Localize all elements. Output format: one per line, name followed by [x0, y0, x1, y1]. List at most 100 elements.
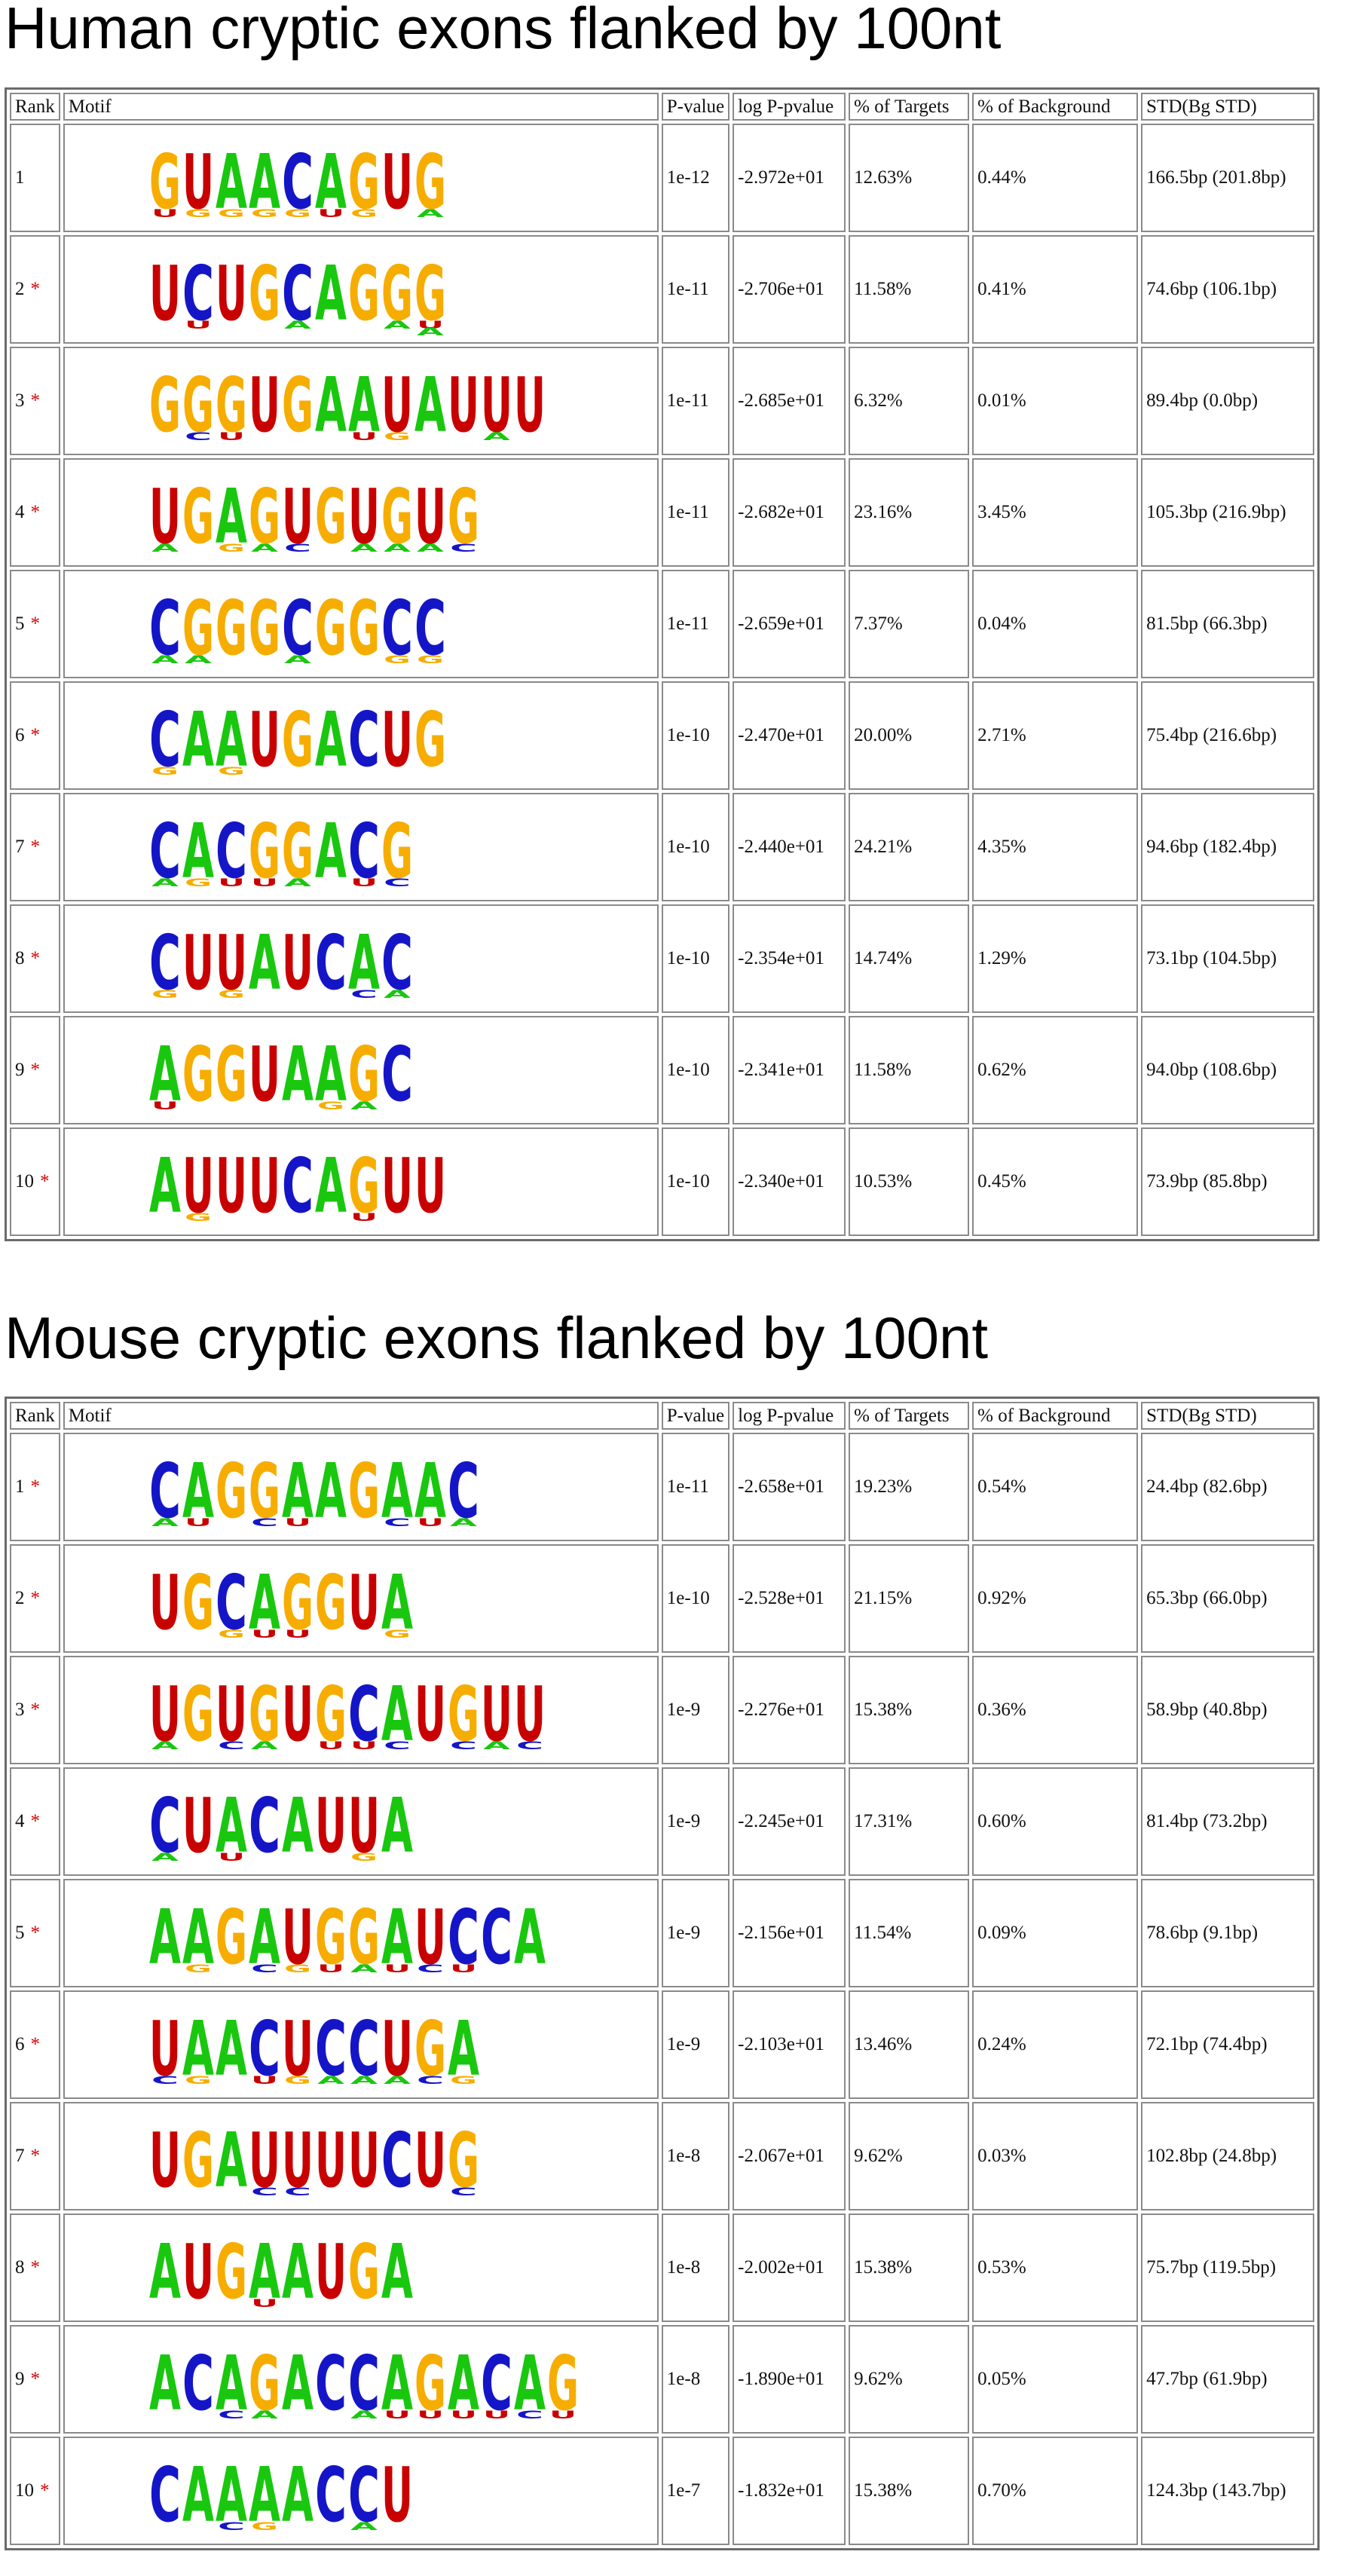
column-header: STD(Bg STD) — [1141, 1402, 1315, 1430]
significance-star: * — [30, 948, 41, 968]
significance-star: * — [40, 2480, 50, 2501]
motif-position: G — [414, 696, 446, 784]
background-percent-cell: 0.54% — [972, 1433, 1139, 1541]
motif-letter: A — [249, 2451, 280, 2539]
column-header: % of Background — [972, 1402, 1139, 1430]
motif-position: CU — [216, 807, 247, 895]
motif-position: G — [216, 1030, 247, 1118]
motif-position: GU — [315, 1670, 347, 1758]
motif-letter: A — [315, 361, 347, 449]
motif-letter: A — [182, 1447, 214, 1535]
significance-star: * — [30, 1476, 41, 1497]
table-row: 4 * C A U A U C A U U G A 1e-9 -2.245e+01 17.31% 0.60% 81… — [10, 1767, 1315, 1876]
motif-letter: U — [182, 919, 214, 1007]
motif-position: AC — [381, 1447, 413, 1535]
motif-position: C — [149, 2451, 181, 2539]
motif-minor-letter: G — [350, 1852, 378, 1864]
background-percent-cell: 2.71% — [972, 681, 1139, 790]
motif-minor-letter: C — [251, 1963, 278, 1975]
motif-minor-letter: U — [450, 2409, 477, 2422]
table-row: 1 G U U G A G A G C G A U G G U G A 1e-12 -2.972e+01 12.63% 0… — [10, 124, 1315, 232]
motif-letter: U — [282, 473, 314, 561]
std-cell: 65.3bp (66.0bp) — [1141, 1544, 1315, 1653]
motif-position: A — [282, 2228, 314, 2316]
motif-logo: U CU U G CA A G GA GUA — [149, 249, 446, 338]
p-value-cell: 1e-12 — [661, 124, 730, 232]
motif-letter: G — [182, 584, 214, 672]
motif-position: UC — [514, 1670, 546, 1758]
motif-position: CG — [414, 584, 446, 672]
motif-position: UG — [182, 138, 214, 226]
motif-position: GC — [249, 1447, 280, 1535]
motif-letter: G — [282, 696, 314, 784]
motif-position: AU — [315, 138, 347, 226]
significance-star: * — [30, 2146, 41, 2166]
motif-position: AC — [514, 2339, 546, 2428]
motif-position: G — [182, 1670, 214, 1758]
motif-position: CU — [448, 1893, 479, 1981]
motif-minor-letter: G — [218, 766, 245, 778]
background-percent-cell: 0.45% — [972, 1127, 1139, 1236]
motif-position: UC — [149, 2005, 181, 2093]
motif-letter: A — [216, 1782, 247, 1870]
table-row: 6 * U C A G A C U U G C A C A U A G C A G 1e-9 -2.103e+01 13.46… — [10, 1990, 1315, 2099]
motif-letter: C — [348, 1670, 380, 1758]
motif-position: U — [381, 2451, 413, 2539]
log-p-value-cell: -2.341e+01 — [733, 1016, 846, 1124]
motif-letter: A — [216, 696, 247, 784]
targets-percent-cell: 10.53% — [849, 1127, 970, 1236]
motif-letter: G — [381, 249, 413, 338]
motif-position: U — [348, 2116, 380, 2204]
motif-position: U — [514, 361, 546, 449]
motif-position: CG — [282, 138, 314, 226]
motif-position: CU — [348, 807, 380, 895]
motif-position: GC — [448, 1670, 479, 1758]
motif-position: CA — [348, 2451, 380, 2539]
motif-letter: C — [282, 584, 314, 672]
motif-letter: C — [381, 2116, 413, 2204]
motif-position: A — [414, 361, 446, 449]
motif-letter: A — [348, 361, 380, 449]
motif-position: U — [182, 919, 214, 1007]
motif-position: UA — [481, 361, 512, 449]
motif-letter: U — [282, 1893, 314, 1981]
motif-position: G — [249, 584, 280, 672]
background-percent-cell: 0.41% — [972, 235, 1139, 344]
motif-letter: G — [216, 361, 247, 449]
log-p-value-cell: -2.067e+01 — [733, 2102, 846, 2210]
motif-position: UG — [282, 1893, 314, 1981]
motif-letter: G — [348, 1893, 380, 1981]
motif-minor-letter: U — [185, 320, 212, 332]
motif-letter: G — [216, 1030, 247, 1118]
table-row: 8 * A U G A U A U G A 1e-8 -2.002e+01 15.38% 0.53% 75.7… — [10, 2213, 1315, 2322]
motif-position: GU — [414, 2339, 446, 2428]
motif-minor-letter: A — [417, 543, 445, 555]
motif-letter: U — [414, 1670, 446, 1758]
motif-letter: U — [315, 1782, 347, 1870]
motif-position: CA — [149, 1447, 181, 1535]
motif-minor-letter: U — [350, 431, 378, 443]
motif-position: AC — [216, 2451, 247, 2539]
motif-minor-letter: U — [218, 431, 245, 443]
motif-letter: A — [315, 1142, 347, 1230]
motif-position: C — [249, 1782, 280, 1870]
background-percent-cell: 0.09% — [972, 1879, 1139, 1987]
motif-position: U — [182, 2228, 214, 2316]
motif-position: UA — [414, 473, 446, 561]
motif-position: UA — [381, 2005, 413, 2093]
motif-position: GC — [448, 473, 479, 561]
motif-position: U — [249, 361, 280, 449]
motif-position: AG — [315, 1030, 347, 1118]
motif-position: CG — [149, 696, 181, 784]
motif-position: U — [182, 1782, 214, 1870]
motif-logo: A C AC GA A C CA AU GU AU CU AC GU — [149, 2339, 579, 2428]
motif-letter: U — [381, 2005, 413, 2093]
motif-letter: C — [381, 1030, 413, 1118]
motif-letter: C — [348, 2451, 380, 2539]
motif-position: CA — [448, 1447, 479, 1535]
motif-minor-letter: A — [151, 1740, 179, 1752]
